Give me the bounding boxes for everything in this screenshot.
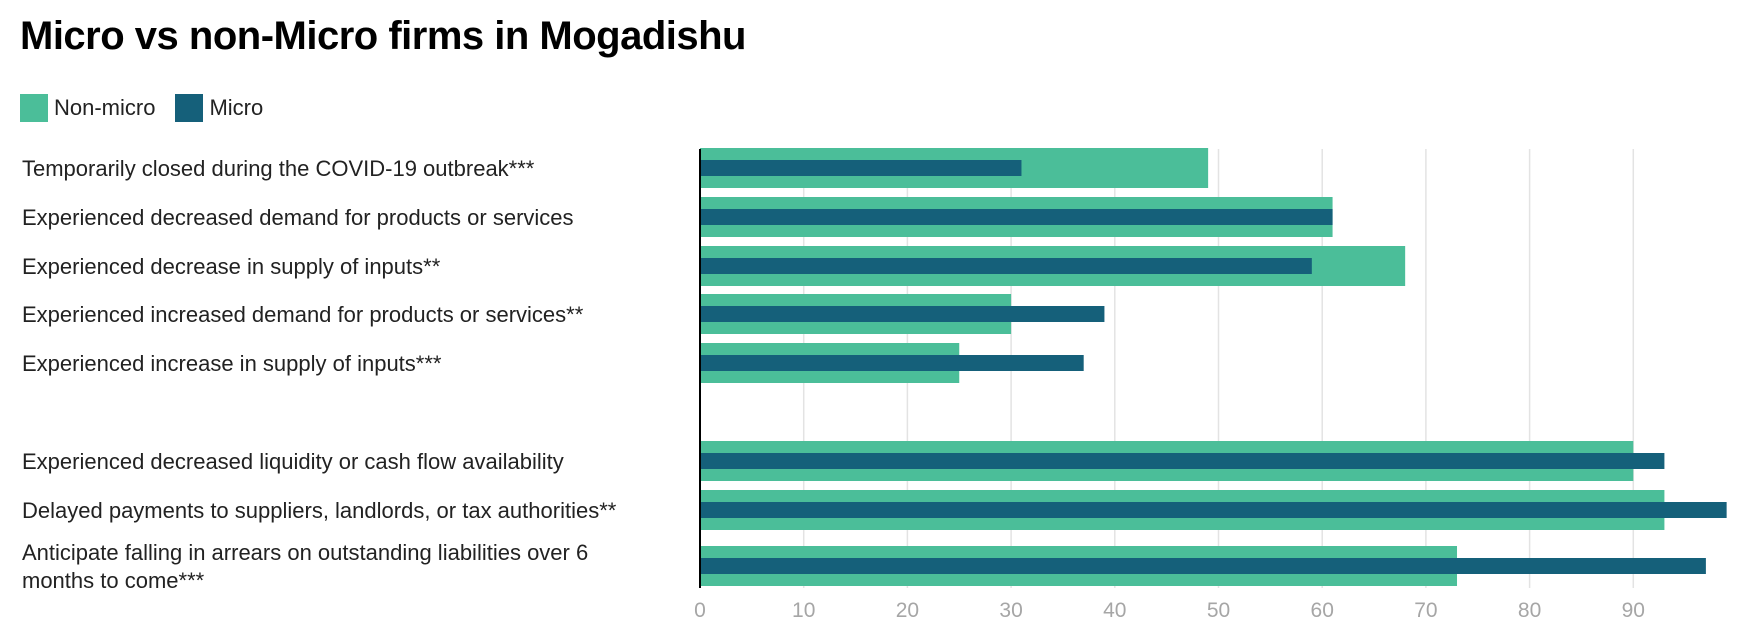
bar-micro-0: [700, 160, 1022, 176]
x-tick-label-60: 60: [1311, 599, 1334, 622]
x-tick-label-90: 90: [1622, 599, 1645, 622]
bar-micro-8: [700, 558, 1706, 574]
category-label-2: Experienced decrease in supply of inputs…: [22, 254, 441, 279]
category-label-0: Temporarily closed during the COVID-19 o…: [22, 156, 535, 181]
bar-micro-2: [700, 258, 1312, 274]
x-tick-label-80: 80: [1518, 599, 1541, 622]
chart-title: Micro vs non-Micro firms in Mogadishu: [20, 14, 747, 58]
x-tick-label-10: 10: [792, 599, 815, 622]
legend-swatch-non-micro: [20, 94, 48, 122]
legend-label-non-micro: Non-micro: [54, 95, 156, 120]
legend-swatch-micro: [175, 94, 204, 122]
category-label-8-line-0: Anticipate falling in arrears on outstan…: [22, 540, 588, 565]
x-tick-label-0: 0: [694, 599, 706, 622]
x-tick-label-40: 40: [1103, 599, 1126, 622]
bar-micro-3: [700, 306, 1105, 322]
bar-micro-1: [700, 209, 1333, 225]
category-label-3: Experienced increased demand for product…: [22, 302, 584, 327]
category-label-6: Experienced decreased liquidity or cash …: [22, 449, 564, 474]
x-tick-label-20: 20: [896, 599, 919, 622]
legend-item-micro: Micro: [175, 94, 263, 122]
bar-micro-6: [700, 453, 1665, 469]
bar-micro-7: [700, 502, 1727, 518]
x-tick-label-30: 30: [999, 599, 1022, 622]
legend-item-non-micro: Non-micro: [20, 94, 155, 122]
category-label-4: Experienced increase in supply of inputs…: [22, 351, 442, 376]
bar-micro-4: [700, 355, 1084, 371]
category-label-8-line-1: months to come***: [22, 568, 205, 593]
legend: Non-micro Micro: [20, 94, 283, 122]
legend-label-micro: Micro: [209, 95, 264, 120]
x-tick-label-70: 70: [1414, 599, 1437, 622]
category-label-1: Experienced decreased demand for product…: [22, 205, 574, 230]
category-label-7: Delayed payments to suppliers, landlords…: [22, 498, 617, 523]
x-tick-label-50: 50: [1207, 599, 1230, 622]
